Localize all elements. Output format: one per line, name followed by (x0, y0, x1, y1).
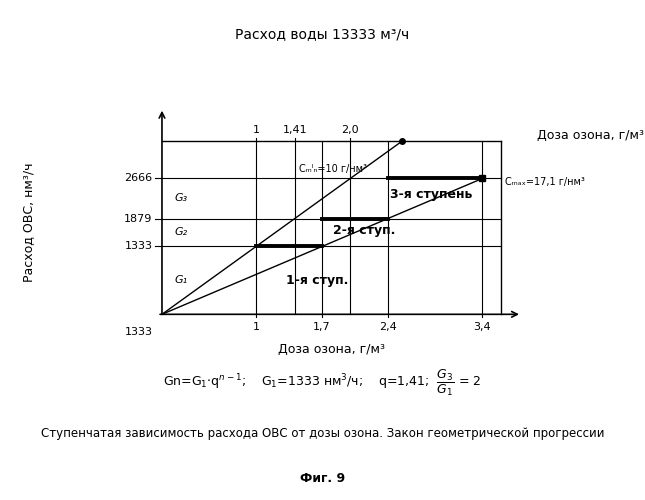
Text: Ступенчатая зависимость расхода ОВС от дозы озона. Закон геометрической прогресс: Ступенчатая зависимость расхода ОВС от д… (41, 428, 604, 440)
Text: G₂: G₂ (174, 228, 187, 237)
Text: G₁: G₁ (174, 276, 187, 285)
Text: 3,4: 3,4 (473, 322, 491, 332)
Text: G₃: G₃ (174, 194, 187, 203)
Text: 1-я ступ.: 1-я ступ. (286, 274, 349, 287)
Text: 2666: 2666 (124, 174, 153, 184)
Text: 2,0: 2,0 (342, 126, 359, 136)
Text: 2,4: 2,4 (379, 322, 397, 332)
Text: 1333: 1333 (124, 327, 153, 337)
Text: Расход воды 13333 м³/ч: Расход воды 13333 м³/ч (235, 28, 410, 42)
Text: 1333: 1333 (124, 242, 153, 252)
Text: Доза озона, г/м³: Доза озона, г/м³ (278, 343, 385, 356)
Text: 2-я ступ.: 2-я ступ. (333, 224, 396, 237)
Text: 3-я ступень: 3-я ступень (390, 188, 472, 201)
Text: Cₘᴵₙ=10 г/нм³: Cₘᴵₙ=10 г/нм³ (299, 164, 366, 173)
Text: Cₘₐₓ=17,1 г/нм³: Cₘₐₓ=17,1 г/нм³ (505, 178, 585, 188)
Text: 1,7: 1,7 (313, 322, 331, 332)
Text: Расход ОВС, нм³/ч: Расход ОВС, нм³/ч (23, 163, 35, 282)
Text: 1879: 1879 (124, 214, 153, 224)
Text: 1: 1 (253, 126, 260, 136)
Text: Gn=G$_1$$\cdot$q$^{n-1}$;    G$_1$=1333 нм$^3$/ч;    q=1,41;  $\dfrac{G_3}{G_1}$: Gn=G$_1$$\cdot$q$^{n-1}$; G$_1$=1333 нм$… (163, 368, 482, 398)
Text: 1: 1 (253, 322, 260, 332)
Text: Фиг. 9: Фиг. 9 (300, 472, 345, 486)
Text: Доза озона, г/м³: Доза озона, г/м³ (537, 130, 644, 142)
Text: 1,41: 1,41 (283, 126, 307, 136)
